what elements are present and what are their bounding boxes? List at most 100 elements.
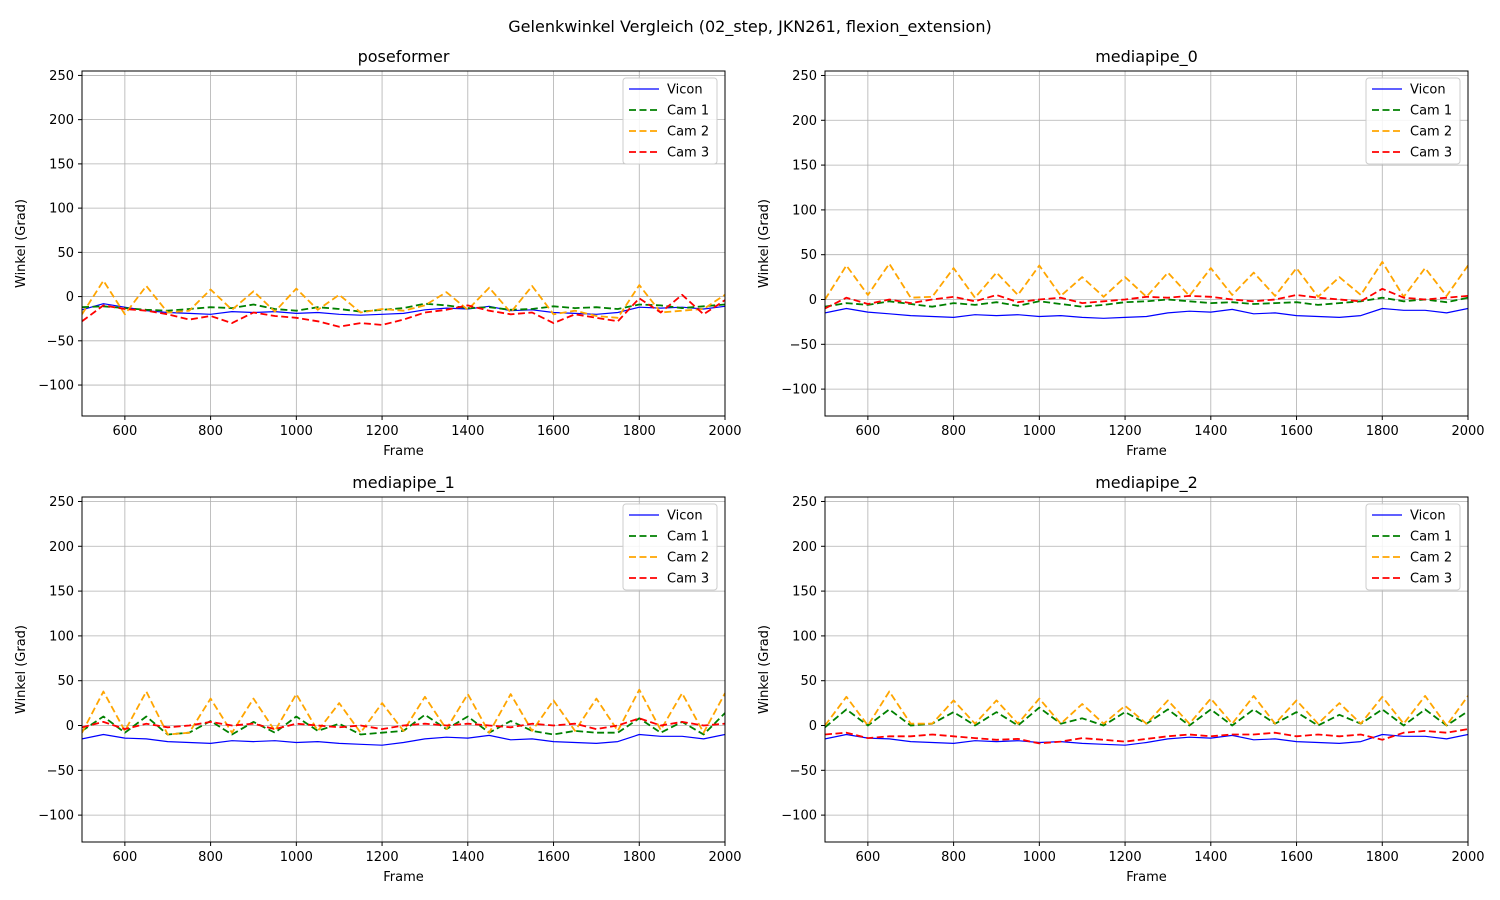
y-tick-label: 0 (66, 290, 74, 305)
x-tick-label: 1000 (1023, 850, 1056, 865)
series-line-cam-1 (82, 302, 725, 313)
legend: Vicon Cam 1 Cam 2 Cam 3 (622, 77, 718, 165)
x-tick-label: 600 (855, 850, 880, 865)
y-tick-label: 200 (49, 540, 74, 555)
subplot-grid: 600 800 1000 1200 1400 1600 1800 2000−100−50050… (14, 47, 1485, 885)
series-line-cam-2 (82, 279, 725, 319)
y-tick-label: 0 (809, 719, 817, 734)
y-tick-label: −100 (38, 379, 74, 394)
y-tick-label: 100 (792, 203, 817, 218)
subplot-title: mediapipe_0 (1095, 47, 1198, 67)
y-tick-label: 250 (792, 495, 817, 510)
x-tick-label: 1000 (280, 424, 313, 439)
legend-box (622, 503, 718, 591)
x-tick-label: 2000 (708, 850, 741, 865)
series-group (82, 279, 725, 328)
x-tick-label: 1400 (451, 850, 484, 865)
x-tick-label: 1600 (537, 424, 570, 439)
y-axis-label: Winkel (Grad) (757, 625, 772, 714)
subplot-poseformer: 600 800 1000 1200 1400 1600 1800 2000 −100 −50 0 50… (14, 47, 742, 459)
y-tick-label: 50 (800, 674, 817, 689)
legend: Vicon Cam 1 Cam 2 Cam 3 (1365, 77, 1461, 165)
y-tick-label: 50 (800, 248, 817, 263)
series-group (825, 690, 1468, 746)
series-group (825, 260, 1468, 319)
y-tick-label: 150 (49, 585, 74, 600)
x-tick-label: 1200 (1109, 424, 1142, 439)
x-tick-label: 800 (941, 424, 966, 439)
x-tick-label: 1800 (1366, 424, 1399, 439)
x-tick-label: 2000 (708, 424, 741, 439)
x-tick-label: 600 (112, 850, 137, 865)
x-tick-label: 1600 (537, 850, 570, 865)
series-line-cam-3 (825, 287, 1468, 310)
x-tick-label: 800 (198, 424, 223, 439)
x-tick-label: 1400 (1194, 424, 1227, 439)
legend-entry-label: Cam 2 (667, 551, 709, 566)
y-tick-label: −50 (790, 338, 817, 353)
series-line-vicon (825, 733, 1468, 746)
series-line-cam-3 (825, 728, 1468, 745)
series-line-vicon (825, 307, 1468, 319)
subplot-mediapipe_0: 600 800 1000 1200 1400 1600 1800 2000 −100 −50 0 50… (757, 47, 1485, 459)
legend-entry-label: Vicon (1410, 509, 1446, 524)
legend-entry-label: Cam 2 (667, 125, 709, 140)
y-tick-label: 150 (792, 159, 817, 174)
y-tick-label: 0 (809, 293, 817, 308)
legend-entry-label: Vicon (667, 83, 703, 98)
y-tick-label: 250 (49, 495, 74, 510)
legend-entry-label: Cam 3 (667, 146, 709, 161)
y-tick-label: −100 (781, 383, 817, 398)
y-tick-label: 200 (792, 114, 817, 129)
y-tick-label: 100 (49, 202, 74, 217)
series-line-cam-2 (82, 688, 725, 736)
x-tick-label: 1200 (1109, 850, 1142, 865)
x-tick-label: 1600 (1280, 424, 1313, 439)
legend-entry-label: Cam 3 (1410, 572, 1452, 587)
x-tick-label: 1200 (366, 850, 399, 865)
subplot-mediapipe_2: 600 800 1000 1200 1400 1600 1800 2000 −100 −50 0 50… (757, 473, 1485, 885)
y-tick-label: 200 (49, 113, 74, 128)
axes-frame (81, 496, 726, 843)
axes-frame (81, 70, 726, 417)
subplot-title: mediapipe_2 (1095, 473, 1198, 493)
y-tick-label: 200 (792, 540, 817, 555)
y-tick-label: 150 (49, 157, 74, 172)
x-tick-label: 800 (941, 850, 966, 865)
figure-suptitle: Gelenkwinkel Vergleich (02_step, JKN261,… (508, 17, 991, 37)
x-axis-label: Frame (1126, 870, 1167, 885)
series-line-vicon (82, 303, 725, 316)
y-tick-label: −50 (790, 764, 817, 779)
legend-box (622, 77, 718, 165)
y-tick-label: 50 (57, 674, 74, 689)
x-tick-label: 600 (112, 424, 137, 439)
y-axis-label: Winkel (Grad) (14, 199, 29, 288)
y-tick-label: 100 (792, 629, 817, 644)
series-line-cam-2 (825, 690, 1468, 727)
x-tick-label: 600 (855, 424, 880, 439)
legend: Vicon Cam 1 Cam 2 Cam 3 (622, 503, 718, 591)
y-tick-label: −50 (47, 334, 74, 349)
x-tick-label: 2000 (1451, 850, 1484, 865)
y-tick-label: 250 (49, 69, 74, 84)
legend-entry-label: Vicon (1410, 83, 1446, 98)
legend: Vicon Cam 1 Cam 2 Cam 3 (1365, 503, 1461, 591)
subplot-mediapipe_1: 600 800 1000 1200 1400 1600 1800 2000 −100 −50 0 50… (14, 473, 742, 885)
x-axis-label: Frame (1126, 444, 1167, 459)
x-tick-label: 1800 (623, 424, 656, 439)
y-tick-label: 100 (49, 629, 74, 644)
legend-entry-label: Vicon (667, 509, 703, 524)
series-line-vicon (82, 733, 725, 746)
series-line-cam-3 (82, 717, 725, 730)
x-tick-label: 1800 (623, 850, 656, 865)
legend-entry-label: Cam 2 (1410, 551, 1452, 566)
y-axis-label: Winkel (Grad) (14, 625, 29, 714)
x-tick-label: 1400 (1194, 850, 1227, 865)
y-tick-label: 150 (792, 585, 817, 600)
legend-entry-label: Cam 1 (1410, 104, 1452, 119)
y-tick-label: −100 (38, 809, 74, 824)
x-tick-label: 1000 (1023, 424, 1056, 439)
y-tick-label: −50 (47, 764, 74, 779)
legend-box (1365, 77, 1461, 165)
